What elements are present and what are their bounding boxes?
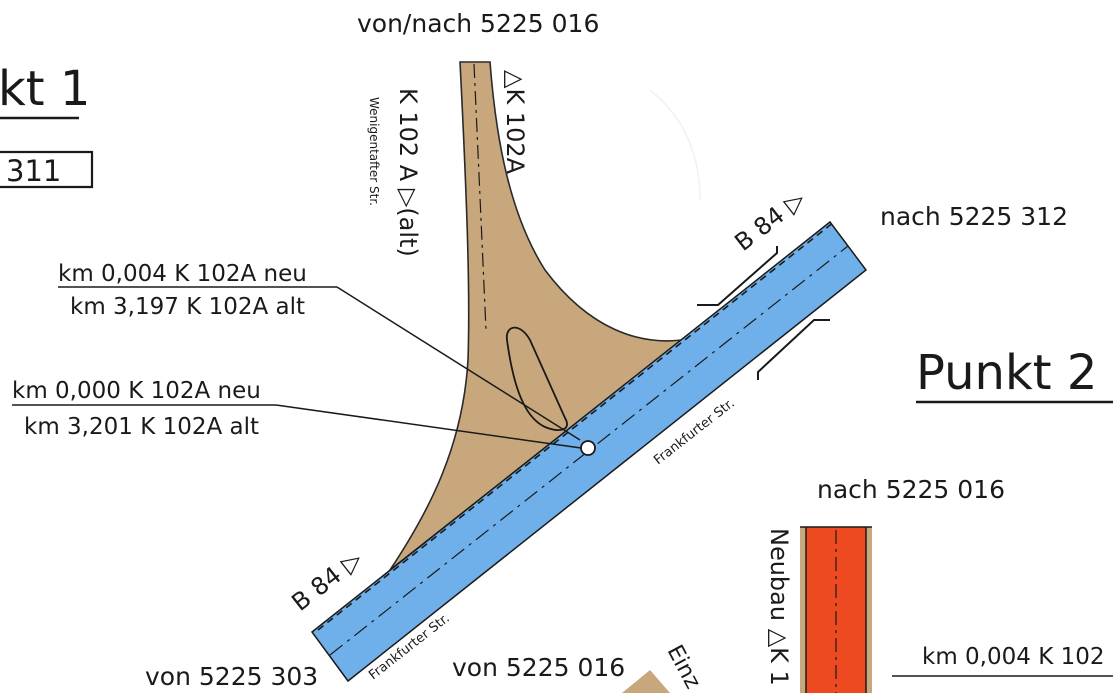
faint-arc (649, 89, 701, 201)
punkt-2-heading: Punkt 2 (916, 345, 1097, 401)
callout-3-new-km: km 0,004 K 102 (922, 644, 1104, 670)
einz-road-fragment (622, 670, 670, 693)
label-mid-right-direction: nach 5225 016 (817, 475, 1005, 504)
neubau-label: Neubau △K 1 (765, 528, 793, 686)
section-bracket-lower (757, 319, 830, 380)
k102-centerline (473, 63, 487, 331)
label-right-direction: nach 5225 312 (880, 202, 1068, 231)
callout-2-new-km: km 0,000 K 102A neu (12, 378, 261, 404)
callout-2-old-km: km 3,201 K 102A alt (24, 414, 259, 440)
label-bottom-mid-direction: von 5225 016 (452, 653, 625, 682)
b84-centerline (329, 245, 849, 656)
section-bracket-upper (697, 246, 778, 306)
km-point-marker (580, 440, 596, 456)
callout-1-old-km: km 3,197 K 102A alt (70, 294, 305, 320)
k102-new-label: △K 102A (501, 70, 529, 175)
street-wenigentafter: Wenigentafter Str. (367, 97, 381, 206)
b84-dashed-edge (317, 221, 835, 631)
callout-2-leader (275, 404, 582, 449)
traffic-island (506, 326, 568, 431)
k102-road-surface (389, 61, 685, 571)
id-box-number: 311 (6, 154, 61, 188)
callout-1-leader (336, 286, 581, 441)
label-top-direction: von/nach 5225 016 (357, 9, 599, 38)
label-bottom-left-direction: von 5225 303 (145, 662, 318, 691)
k102-old-label: K 102 A ▷(alt) (394, 88, 422, 257)
callout-1-new-km: km 0,004 K 102A neu (58, 261, 307, 287)
id-box (0, 150, 94, 189)
einz-label: Einz (662, 641, 705, 693)
b84-label-upper: B 84 ▷ (729, 185, 810, 257)
punkt-1-heading: kt 1 (0, 61, 90, 117)
